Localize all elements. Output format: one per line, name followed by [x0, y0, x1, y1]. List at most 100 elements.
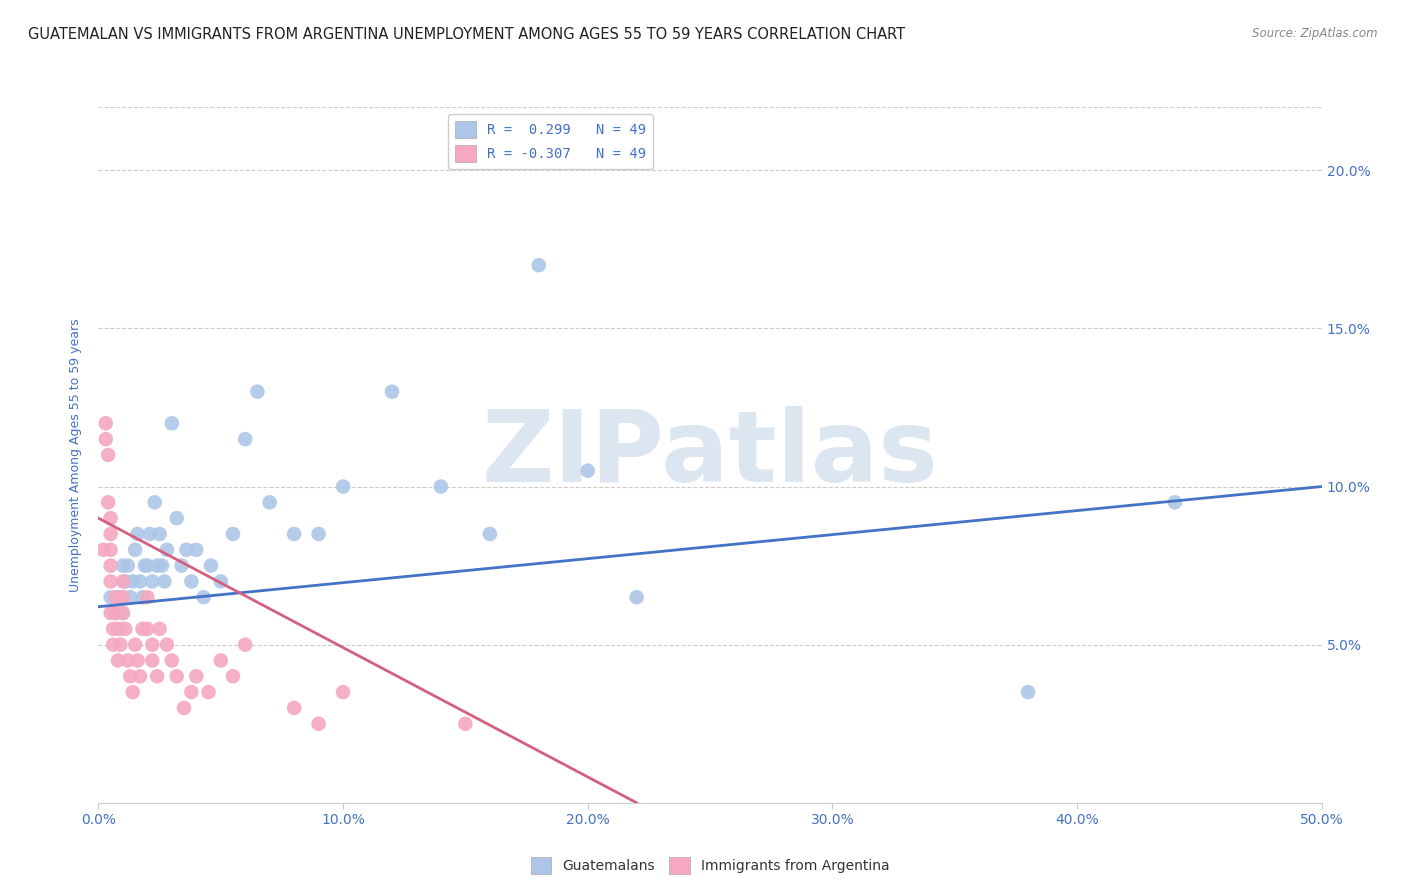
Point: [381, 384, 404, 399]
Point: [107, 591, 129, 605]
Point: [97, 448, 120, 462]
Point: [166, 511, 188, 525]
Point: [129, 669, 152, 683]
Point: [170, 558, 193, 573]
Point: [143, 495, 166, 509]
Point: [127, 653, 149, 667]
Point: [111, 606, 134, 620]
Legend: Guatemalans, Immigrants from Argentina: Guatemalans, Immigrants from Argentina: [524, 851, 896, 880]
Point: [94, 432, 117, 446]
Point: [111, 591, 134, 605]
Point: [111, 591, 134, 605]
Point: [1164, 495, 1187, 509]
Point: [107, 653, 129, 667]
Point: [259, 495, 281, 509]
Point: [124, 542, 146, 557]
Point: [1017, 685, 1039, 699]
Point: [100, 511, 122, 525]
Point: [107, 622, 129, 636]
Point: [283, 701, 305, 715]
Point: [101, 638, 124, 652]
Text: Source: ZipAtlas.com: Source: ZipAtlas.com: [1253, 27, 1378, 40]
Point: [149, 622, 172, 636]
Point: [222, 527, 245, 541]
Point: [141, 574, 163, 589]
Point: [100, 558, 122, 573]
Point: [124, 638, 146, 652]
Point: [117, 558, 139, 573]
Point: [209, 574, 232, 589]
Point: [104, 591, 127, 605]
Point: [97, 495, 120, 509]
Point: [160, 653, 183, 667]
Point: [146, 558, 169, 573]
Point: [136, 622, 159, 636]
Point: [127, 527, 149, 541]
Point: [100, 542, 122, 557]
Point: [121, 685, 143, 699]
Point: [104, 606, 127, 620]
Point: [94, 417, 117, 431]
Point: [129, 574, 152, 589]
Point: [120, 669, 142, 683]
Point: [141, 638, 163, 652]
Point: [111, 558, 134, 573]
Point: [101, 622, 124, 636]
Point: [110, 638, 132, 652]
Point: [114, 574, 136, 589]
Point: [117, 653, 139, 667]
Point: [100, 606, 122, 620]
Point: [100, 591, 122, 605]
Point: [193, 591, 215, 605]
Point: [233, 432, 256, 446]
Point: [186, 669, 208, 683]
Point: [121, 574, 143, 589]
Point: [156, 542, 179, 557]
Point: [146, 669, 169, 683]
Point: [131, 622, 153, 636]
Point: [150, 558, 173, 573]
Point: [200, 558, 222, 573]
Point: [100, 574, 122, 589]
Point: [141, 653, 163, 667]
Point: [111, 606, 134, 620]
Point: [186, 542, 208, 557]
Point: [166, 669, 188, 683]
Point: [626, 591, 648, 605]
Point: [153, 574, 176, 589]
Point: [209, 653, 232, 667]
Point: [134, 558, 156, 573]
Text: GUATEMALAN VS IMMIGRANTS FROM ARGENTINA UNEMPLOYMENT AMONG AGES 55 TO 59 YEARS C: GUATEMALAN VS IMMIGRANTS FROM ARGENTINA …: [28, 27, 905, 42]
Point: [120, 591, 142, 605]
Point: [149, 527, 172, 541]
Point: [283, 527, 305, 541]
Point: [136, 591, 159, 605]
Point: [233, 638, 256, 652]
Point: [454, 716, 477, 731]
Point: [100, 527, 122, 541]
Point: [180, 574, 202, 589]
Point: [104, 606, 127, 620]
Point: [430, 479, 453, 493]
Point: [308, 716, 330, 731]
Point: [176, 542, 198, 557]
Point: [332, 479, 354, 493]
Point: [527, 258, 550, 272]
Point: [308, 527, 330, 541]
Point: [246, 384, 269, 399]
Point: [222, 669, 245, 683]
Point: [197, 685, 219, 699]
Point: [114, 622, 136, 636]
Point: [180, 685, 202, 699]
Y-axis label: Unemployment Among Ages 55 to 59 years: Unemployment Among Ages 55 to 59 years: [69, 318, 83, 591]
Point: [478, 527, 501, 541]
Point: [156, 638, 179, 652]
Point: [136, 558, 159, 573]
Point: [110, 622, 132, 636]
Point: [91, 542, 114, 557]
Point: [111, 574, 134, 589]
Point: [173, 701, 195, 715]
Point: [576, 464, 599, 478]
Point: [139, 527, 162, 541]
Text: ZIPatlas: ZIPatlas: [482, 407, 938, 503]
